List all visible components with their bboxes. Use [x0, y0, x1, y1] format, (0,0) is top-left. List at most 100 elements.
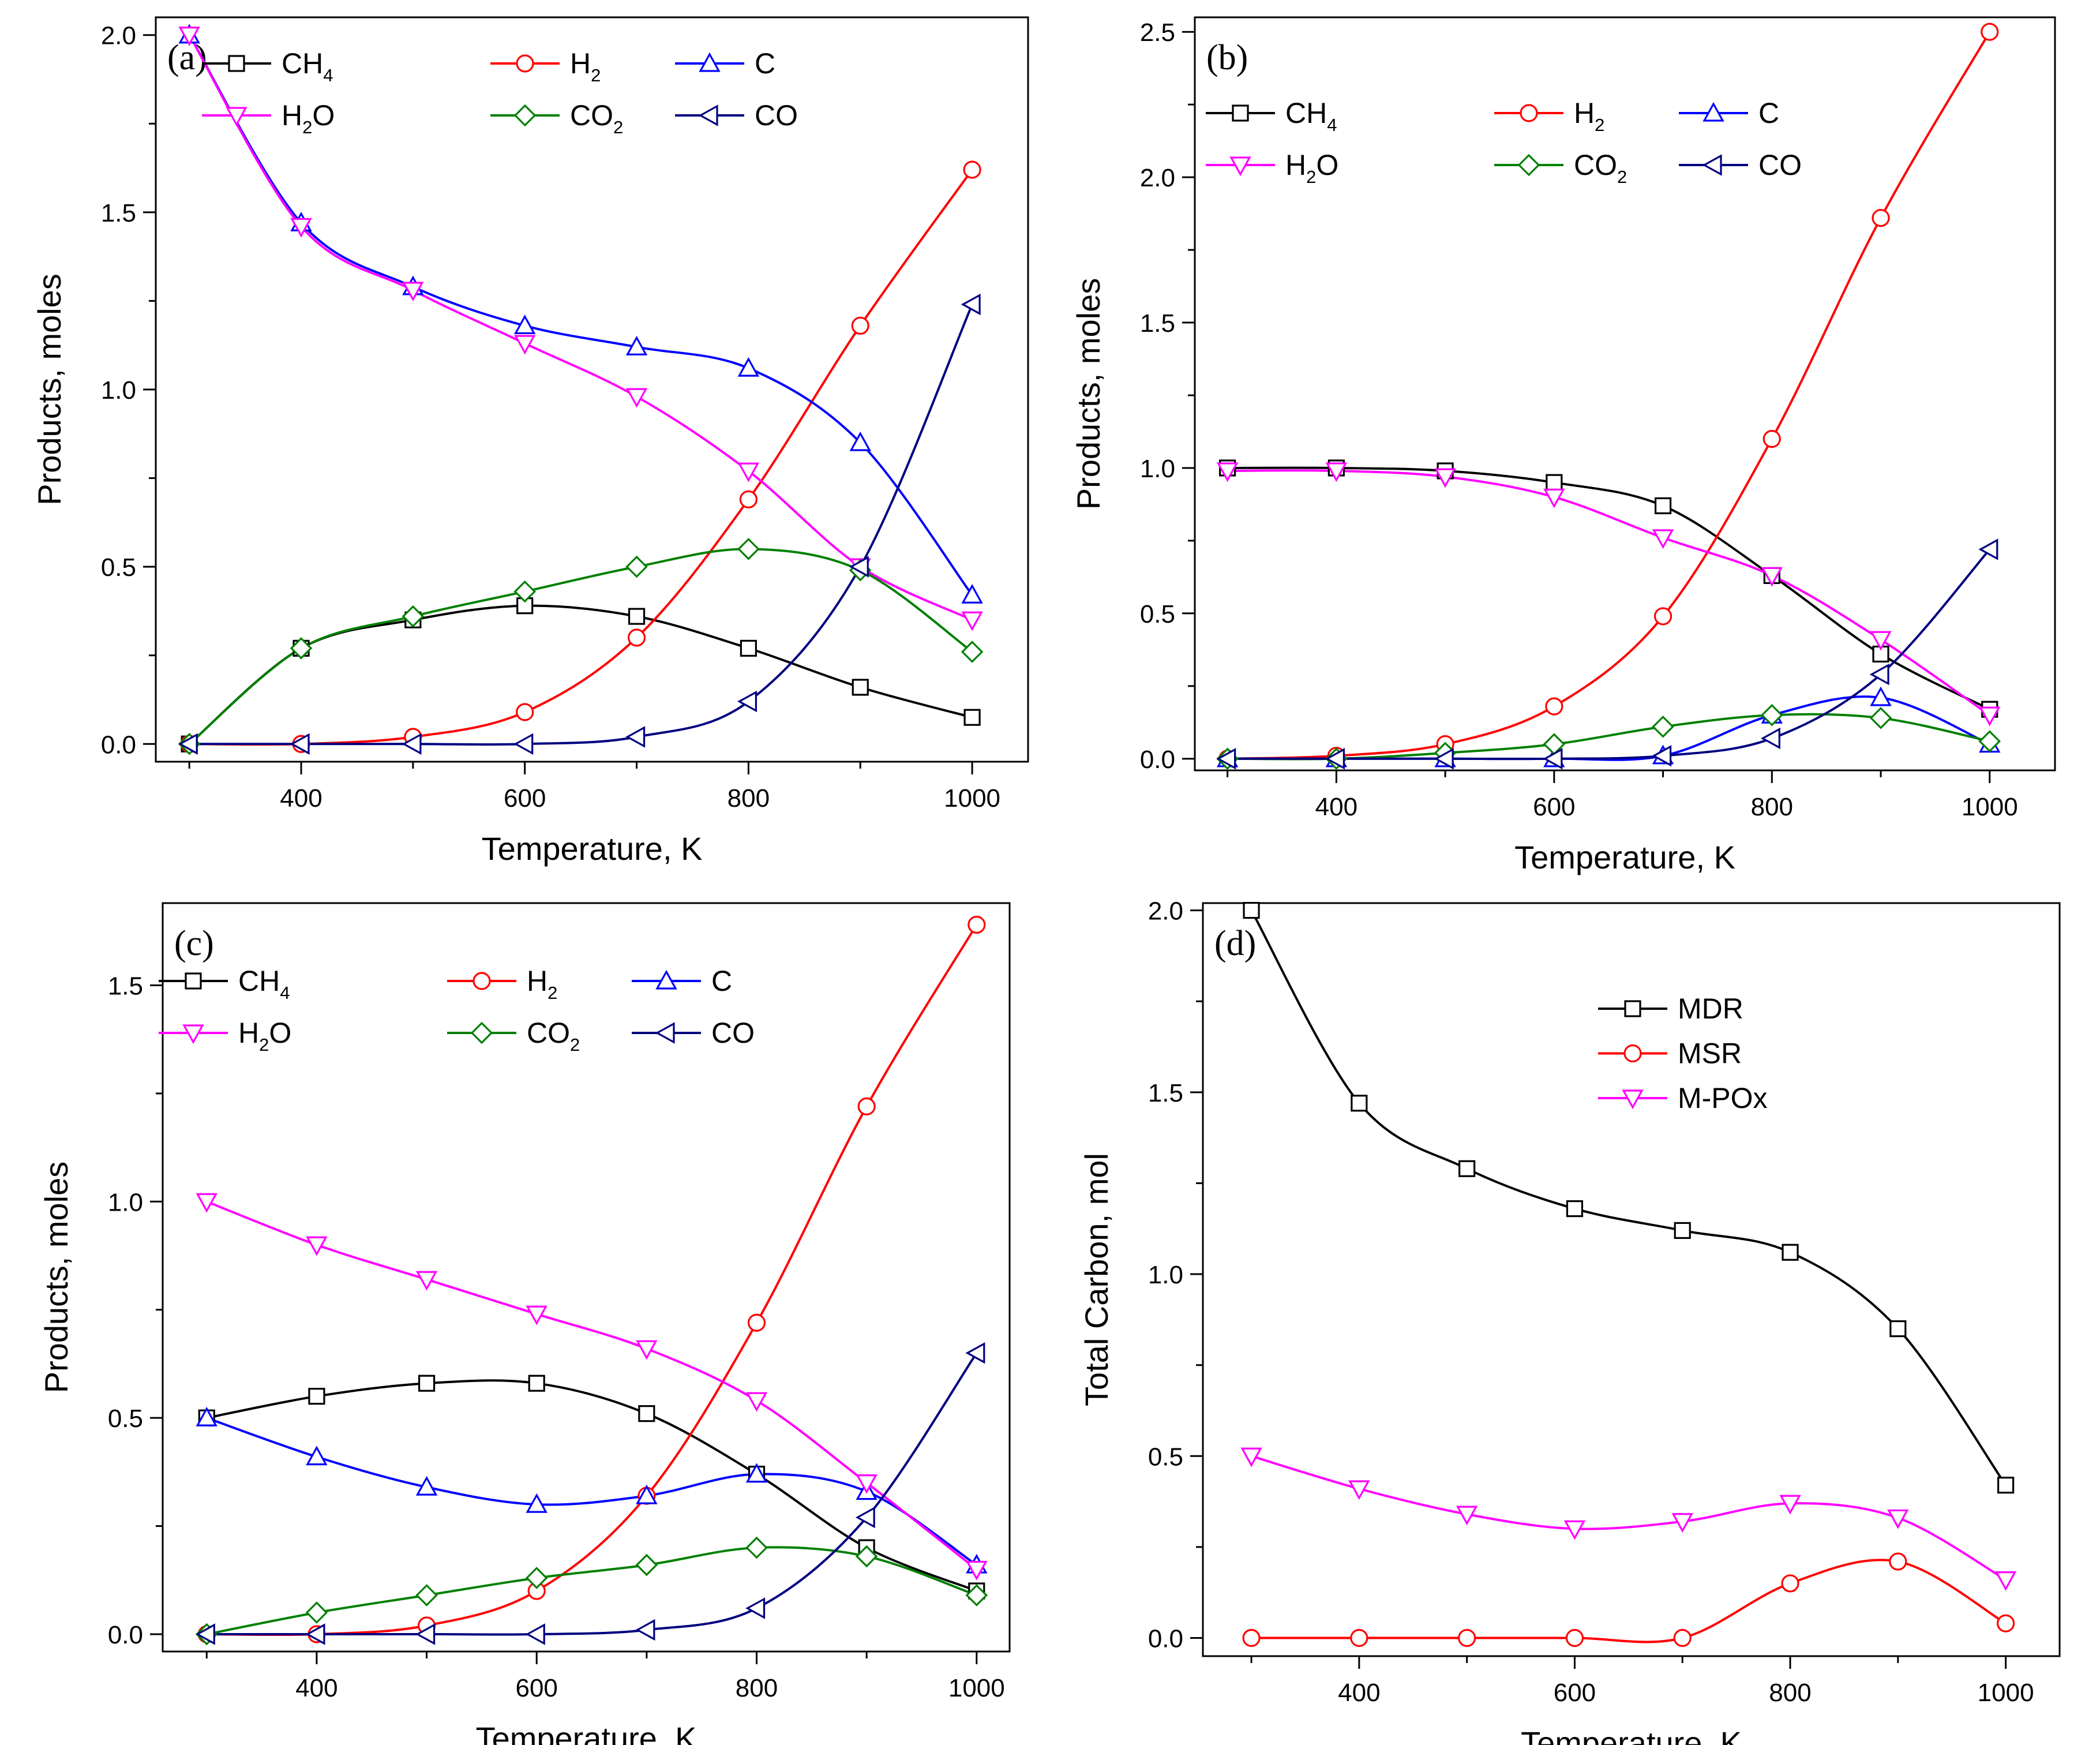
x-tick-label: 400	[295, 1674, 337, 1702]
legend-item-h2o: H2O	[159, 1017, 291, 1055]
chart-panel-b: 400 600 800 1000 0.0 0.5 1.0 1.5 2.0 2.5 Temperatu…	[1070, 16, 2056, 875]
y-tick-label: 0.0	[1140, 746, 1175, 774]
data-point-c	[745, 1463, 768, 1483]
legend-label: H2O	[282, 99, 335, 137]
data-point-co	[1652, 745, 1672, 767]
data-point-h2o	[745, 1392, 768, 1412]
data-point-h2o	[1870, 631, 1892, 651]
data-point-co	[525, 1623, 545, 1645]
data-point-co	[635, 1619, 655, 1641]
legend-label: CH4	[282, 47, 333, 85]
y-tick-label: 0.0	[108, 1621, 143, 1649]
legend-item-msr: MSR	[1598, 1038, 1742, 1070]
data-point-h2o	[415, 1271, 438, 1291]
data-point-c	[306, 1446, 328, 1466]
data-point-co	[1760, 727, 1780, 750]
x-tick-label: 600	[515, 1674, 557, 1702]
data-point-co	[849, 556, 869, 578]
legend-item-h2: H2	[490, 47, 601, 85]
legend-label: C	[711, 965, 732, 997]
legend-marker	[699, 52, 721, 72]
legend-label: H2	[527, 965, 557, 1003]
data-point-h2o	[961, 611, 983, 631]
y-tick-label: 1.5	[1148, 1079, 1183, 1107]
legend-item-co: CO	[1679, 149, 1802, 181]
data-point-co2	[415, 1584, 438, 1607]
legend-marker	[185, 972, 202, 990]
data-point-m-pox	[1779, 1495, 1801, 1515]
data-point-h2	[627, 628, 646, 647]
data-point-co	[625, 726, 646, 748]
data-point-mdr	[1351, 1095, 1368, 1112]
y-tick-label: 2.0	[101, 22, 136, 50]
legend-marker	[182, 1024, 204, 1044]
series-line-h2	[189, 168, 973, 746]
x-tick-label: 400	[280, 784, 322, 812]
data-point-co	[961, 293, 981, 316]
data-point-mdr	[1782, 1244, 1799, 1261]
y-tick-label: 0.5	[1148, 1443, 1183, 1471]
legend-item-co2: CO2	[447, 1017, 580, 1055]
y-tick-label: 0.5	[108, 1405, 143, 1433]
y-axis-label: Products, moles	[1070, 278, 1107, 510]
series-line-co	[189, 304, 973, 746]
legend-item-c: C	[1679, 97, 1779, 129]
y-tick-label: 1.5	[108, 972, 143, 1000]
legend-label: H2O	[1285, 149, 1338, 187]
data-point-co	[1978, 538, 1998, 560]
data-point-co2	[745, 1536, 768, 1559]
data-point-co2	[1761, 704, 1783, 727]
data-point-co2	[625, 555, 648, 578]
data-point-co2	[525, 1567, 548, 1589]
data-point-ch4	[528, 1375, 545, 1392]
x-axis-label: Temperature, K	[1514, 839, 1735, 875]
legend-label: MSR	[1678, 1038, 1742, 1070]
chart-panel-a: 400 600 800 1000 0.0 0.5 1.0 1.5 2.0 Temperature,…	[31, 16, 1029, 867]
data-point-m-pox	[1456, 1506, 1478, 1526]
x-tick-label: 600	[1533, 793, 1575, 821]
data-point-co	[402, 733, 422, 755]
legend-marker	[1622, 1089, 1644, 1110]
data-point-h2	[851, 316, 869, 335]
data-point-co2	[737, 538, 760, 560]
y-tick-label: 1.0	[108, 1188, 143, 1216]
data-point-m-pox	[1563, 1520, 1586, 1540]
data-point-co	[965, 1342, 985, 1364]
legend-label: H2	[570, 47, 601, 85]
data-point-ch4	[1546, 474, 1563, 491]
data-point-h2o	[856, 1474, 877, 1494]
legend-item-c: C	[632, 965, 732, 997]
legend-label: CH4	[238, 965, 290, 1003]
legend-item-co2: CO2	[490, 99, 623, 137]
data-point-h2	[747, 1313, 766, 1332]
data-point-co2	[965, 1584, 988, 1607]
data-point-mdr	[1243, 902, 1260, 919]
data-point-h2o	[306, 1236, 328, 1256]
legend: MDR MSR M-POx	[1598, 993, 1768, 1114]
data-point-msr	[1565, 1628, 1584, 1647]
data-point-co	[305, 1623, 325, 1645]
data-point-h2o	[966, 1560, 988, 1581]
x-axis-label: Temperature, K	[476, 1720, 697, 1745]
data-point-h2	[963, 160, 981, 179]
chart-panel-c: 400 600 800 1000 0.0 0.5 1.0 1.5 Temperature, K P…	[38, 902, 1011, 1745]
legend-label: H2O	[238, 1017, 291, 1055]
legend: CH4 H2 C H2O CO2 CO	[202, 47, 798, 137]
data-point-ch4	[1654, 497, 1672, 515]
data-point-c	[1870, 686, 1892, 706]
data-point-h2	[1872, 209, 1890, 227]
data-point-mdr	[1889, 1320, 1907, 1338]
legend-label: MDR	[1678, 993, 1743, 1025]
x-tick-label: 1000	[1962, 793, 2018, 821]
series-group	[1250, 909, 2007, 1643]
data-point-msr	[1242, 1628, 1261, 1647]
x-tick-label: 1000	[948, 1674, 1005, 1702]
data-point-ch4	[740, 639, 757, 657]
legend-label: CO2	[1574, 149, 1627, 187]
legend-item-ch4: CH4	[202, 47, 333, 85]
data-point-h2	[1653, 607, 1672, 626]
data-point-co2	[305, 1601, 328, 1624]
y-tick-label: 1.0	[101, 376, 136, 405]
y-tick-label: 1.0	[1148, 1261, 1183, 1289]
